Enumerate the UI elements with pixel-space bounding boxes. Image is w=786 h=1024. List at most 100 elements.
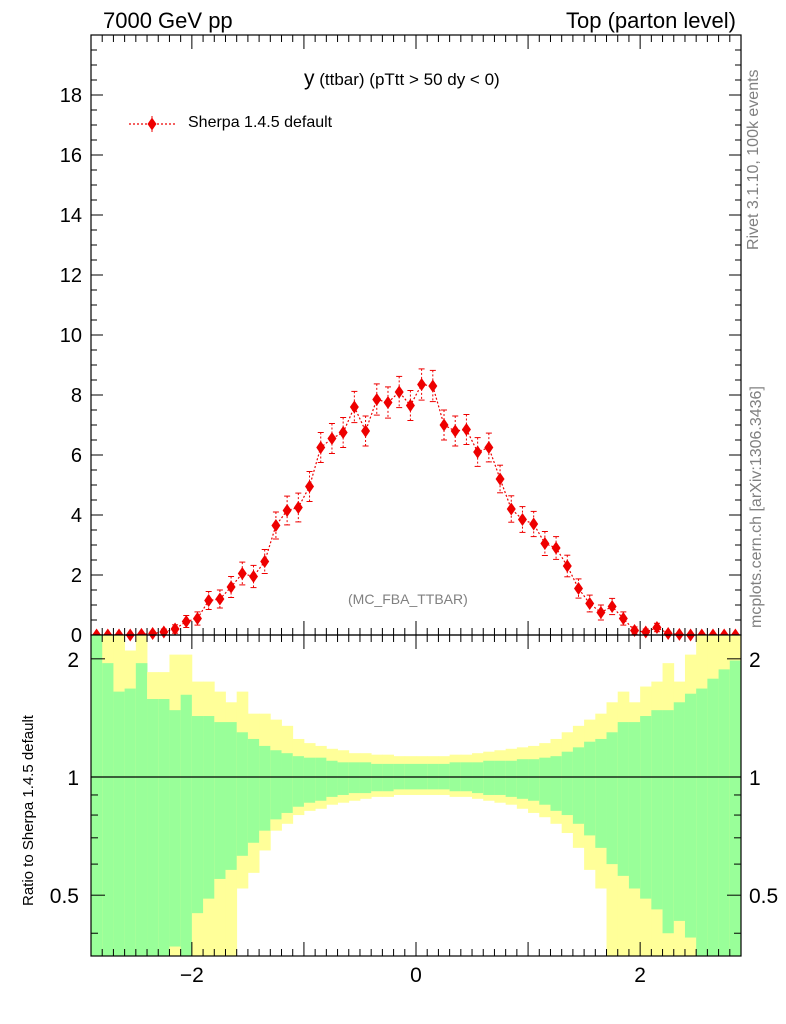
inner-band-bin [684,693,697,938]
inner-band-bin [147,699,159,956]
legend-diamond [147,117,157,131]
data-point [585,597,595,610]
data-point [159,625,169,639]
inner-band-bin [270,750,282,820]
data-point [529,517,539,531]
data-point [338,426,348,439]
y-tick-label: 16 [60,145,82,167]
data-point [428,379,438,393]
inner-band-bin [539,757,551,805]
inner-band-bin [337,762,350,795]
data-point [204,594,214,607]
x-tick-label: −2 [180,964,204,987]
ratio-y-tick-label-right: 2 [749,649,761,672]
inner-band-bin [348,762,361,794]
data-point [405,399,415,412]
inner-band-bin [180,694,193,956]
y-tick-label: 8 [71,385,82,407]
inner-band-bin [572,747,585,824]
y-tick-label: 4 [71,505,82,527]
series-connecting-line [96,383,736,636]
inner-band-bin [595,738,607,848]
data-point [349,400,359,414]
ratio-y-tick-label: 1 [67,767,79,790]
data-point [495,472,505,486]
inner-band-bin [247,738,260,843]
inner-band-bin [292,756,305,807]
inner-band-bin [124,688,137,956]
inner-band-bin [550,756,563,811]
data-point [450,424,460,438]
data-point [394,385,404,399]
inner-band-bin [561,751,574,816]
x-tick-label: 0 [410,964,422,987]
inner-band-bin [113,691,126,956]
inner-band-bin [359,762,372,794]
inner-band-bin [214,722,226,879]
inner-band-bin [729,660,742,956]
ratio-y-tick-label-right: 1 [749,767,761,790]
data-point [282,504,292,517]
data-point [517,513,527,526]
data-point [596,606,606,619]
data-point [316,441,326,454]
data-point [361,424,371,438]
data-point [652,621,662,634]
inner-band-bin [516,759,529,799]
data-point [618,612,628,625]
data-point [551,541,561,555]
inner-band-bin [707,678,719,956]
inner-band-bin [628,722,641,889]
inner-band-bin [158,699,170,956]
main-axes: 0 2 4 6 8 10 12 14 16 18 [60,34,742,647]
data-point [192,612,202,625]
inner-band-bin [617,722,630,876]
inner-band-bin [326,760,338,797]
data-point [260,555,270,568]
inner-band-bin [191,716,204,914]
mcplots-label: mcplots.cern.ch [arXiv:1306.3436] [748,386,765,628]
data-point [540,537,550,550]
inner-band-bin [696,688,708,956]
series-line [96,383,736,636]
data-point [607,600,617,613]
y-tick-label: 2 [71,565,82,587]
data-point [372,393,382,406]
data-point [473,445,483,459]
ratio-bands [91,635,742,956]
inner-band-bin [528,759,540,801]
data-point [461,423,471,436]
y-tick-label: 14 [60,205,82,227]
ratio-y-tick-label-right: 0.5 [749,885,778,908]
inner-band-bin [673,702,686,921]
inner-band-bin [640,716,652,899]
ratio-y-tick-label: 0.5 [50,885,79,908]
y-tick-label: 6 [71,445,82,467]
ratio-ylabel: Ratio to Sherpa 1.4.5 default [20,715,37,906]
plot-title-main: y [304,67,315,90]
header-right: Top (parton level) [566,8,736,33]
inner-band-bin [203,716,215,899]
inner-band-bin [225,722,238,870]
legend-marker [129,116,176,132]
data-point [215,592,225,606]
inner-band-bin [662,710,675,934]
plot-title: y (ttbar) (pTtt > 50 dy < 0) [304,67,500,91]
data-point [417,378,427,391]
inner-band-bin [606,732,619,865]
main-plot: 0 2 4 6 8 10 12 14 16 18 [60,34,742,647]
x-tick-label: 2 [634,964,646,987]
inner-band-bin [236,732,249,856]
data-point [181,615,191,628]
rivet-label: Rivet 3.1.10, 100k events [745,69,762,250]
inner-band-bin [315,757,327,801]
data-point [249,570,258,583]
analysis-watermark: (MC_FBA_TTBAR) [348,591,468,607]
inner-band-bin [483,760,495,795]
data-point [170,622,180,636]
inner-band-bin [584,741,596,836]
ratio-plot: 0.5 0.5 1 1 2 2 −2 0 2 [50,634,778,987]
data-point [148,627,158,640]
ratio-axes: 0.5 0.5 1 1 2 2 −2 0 2 [50,634,778,987]
